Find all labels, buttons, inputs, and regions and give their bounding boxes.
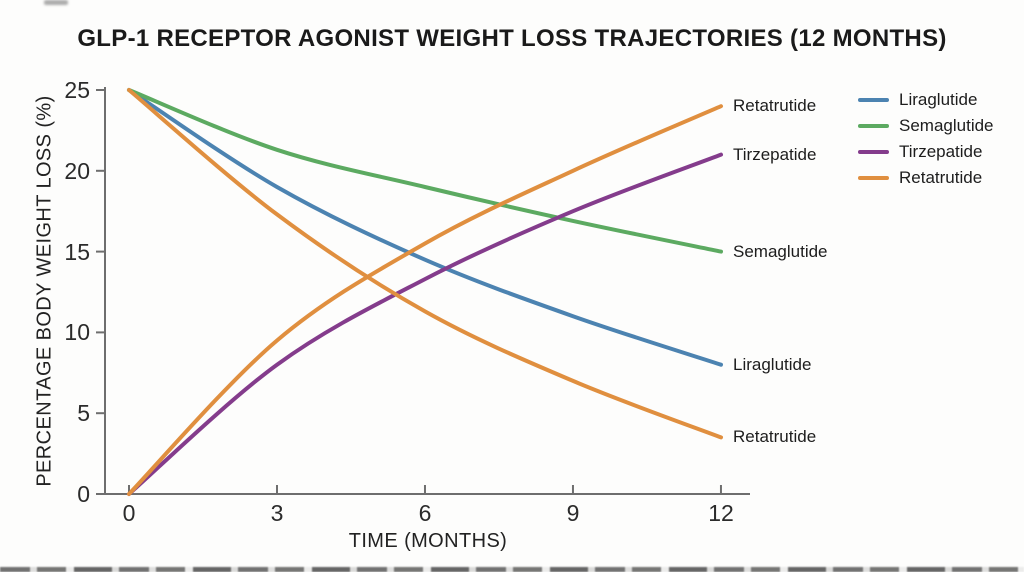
legend-swatch-icon xyxy=(858,98,889,102)
smudge-artifact xyxy=(44,0,68,5)
legend-item-semaglutide: Semaglutide xyxy=(858,115,994,137)
legend-label: Semaglutide xyxy=(899,116,994,135)
x-tick-label: 12 xyxy=(708,500,734,526)
y-axis-title: PERCENTAGE BODY WEIGHT LOSS (%) xyxy=(33,95,56,487)
legend-label: Liraglutide xyxy=(899,90,978,109)
legend-item-tirzepatide: Tirzepatide xyxy=(858,141,994,163)
legend: Liraglutide Semaglutide Tirzepatide Reta… xyxy=(858,89,994,189)
line-liraglutide-0 xyxy=(127,88,723,367)
legend-swatch-icon xyxy=(858,176,889,180)
line-semaglutide-1 xyxy=(127,88,723,254)
line-end-label-retatrutide: Retatrutide xyxy=(733,427,817,446)
x-tick-label: 9 xyxy=(566,500,580,526)
y-tick-label: 15 xyxy=(64,239,90,265)
y-tick-label: 5 xyxy=(77,400,90,426)
line-end-label-liraglutide: Liraglutide xyxy=(733,355,812,374)
line-retatrutide-4 xyxy=(127,88,723,440)
x-tick-label: 6 xyxy=(418,500,432,526)
legend-label: Tirzepatide xyxy=(899,142,983,161)
x-tick-label: 0 xyxy=(122,500,136,526)
line-end-label-semaglutide: Semaglutide xyxy=(733,242,828,261)
y-tick-label: 20 xyxy=(64,158,90,184)
line-end-label-retatrutide: Retatrutide xyxy=(733,96,817,115)
line-retatrutide-3 xyxy=(127,104,723,496)
y-tick-label: 0 xyxy=(77,481,90,507)
chart-title: GLP-1 RECEPTOR AGONIST WEIGHT LOSS TRAJE… xyxy=(77,25,947,52)
y-tick-label: 25 xyxy=(64,77,90,103)
cropped-text-artifact xyxy=(0,567,1024,572)
y-tick-label: 10 xyxy=(64,319,90,345)
line-tirzepatide-2 xyxy=(127,152,723,496)
legend-item-retatrutide: Retatrutide xyxy=(858,167,994,189)
legend-swatch-icon xyxy=(858,150,889,154)
x-axis-title: TIME (MONTHS) xyxy=(348,530,508,552)
legend-label: Retatrutide xyxy=(899,168,983,187)
legend-swatch-icon xyxy=(858,124,889,128)
legend-item-liraglutide: Liraglutide xyxy=(858,89,994,111)
line-end-label-tirzepatide: Tirzepatide xyxy=(733,145,817,164)
x-tick-label: 3 xyxy=(270,500,284,526)
